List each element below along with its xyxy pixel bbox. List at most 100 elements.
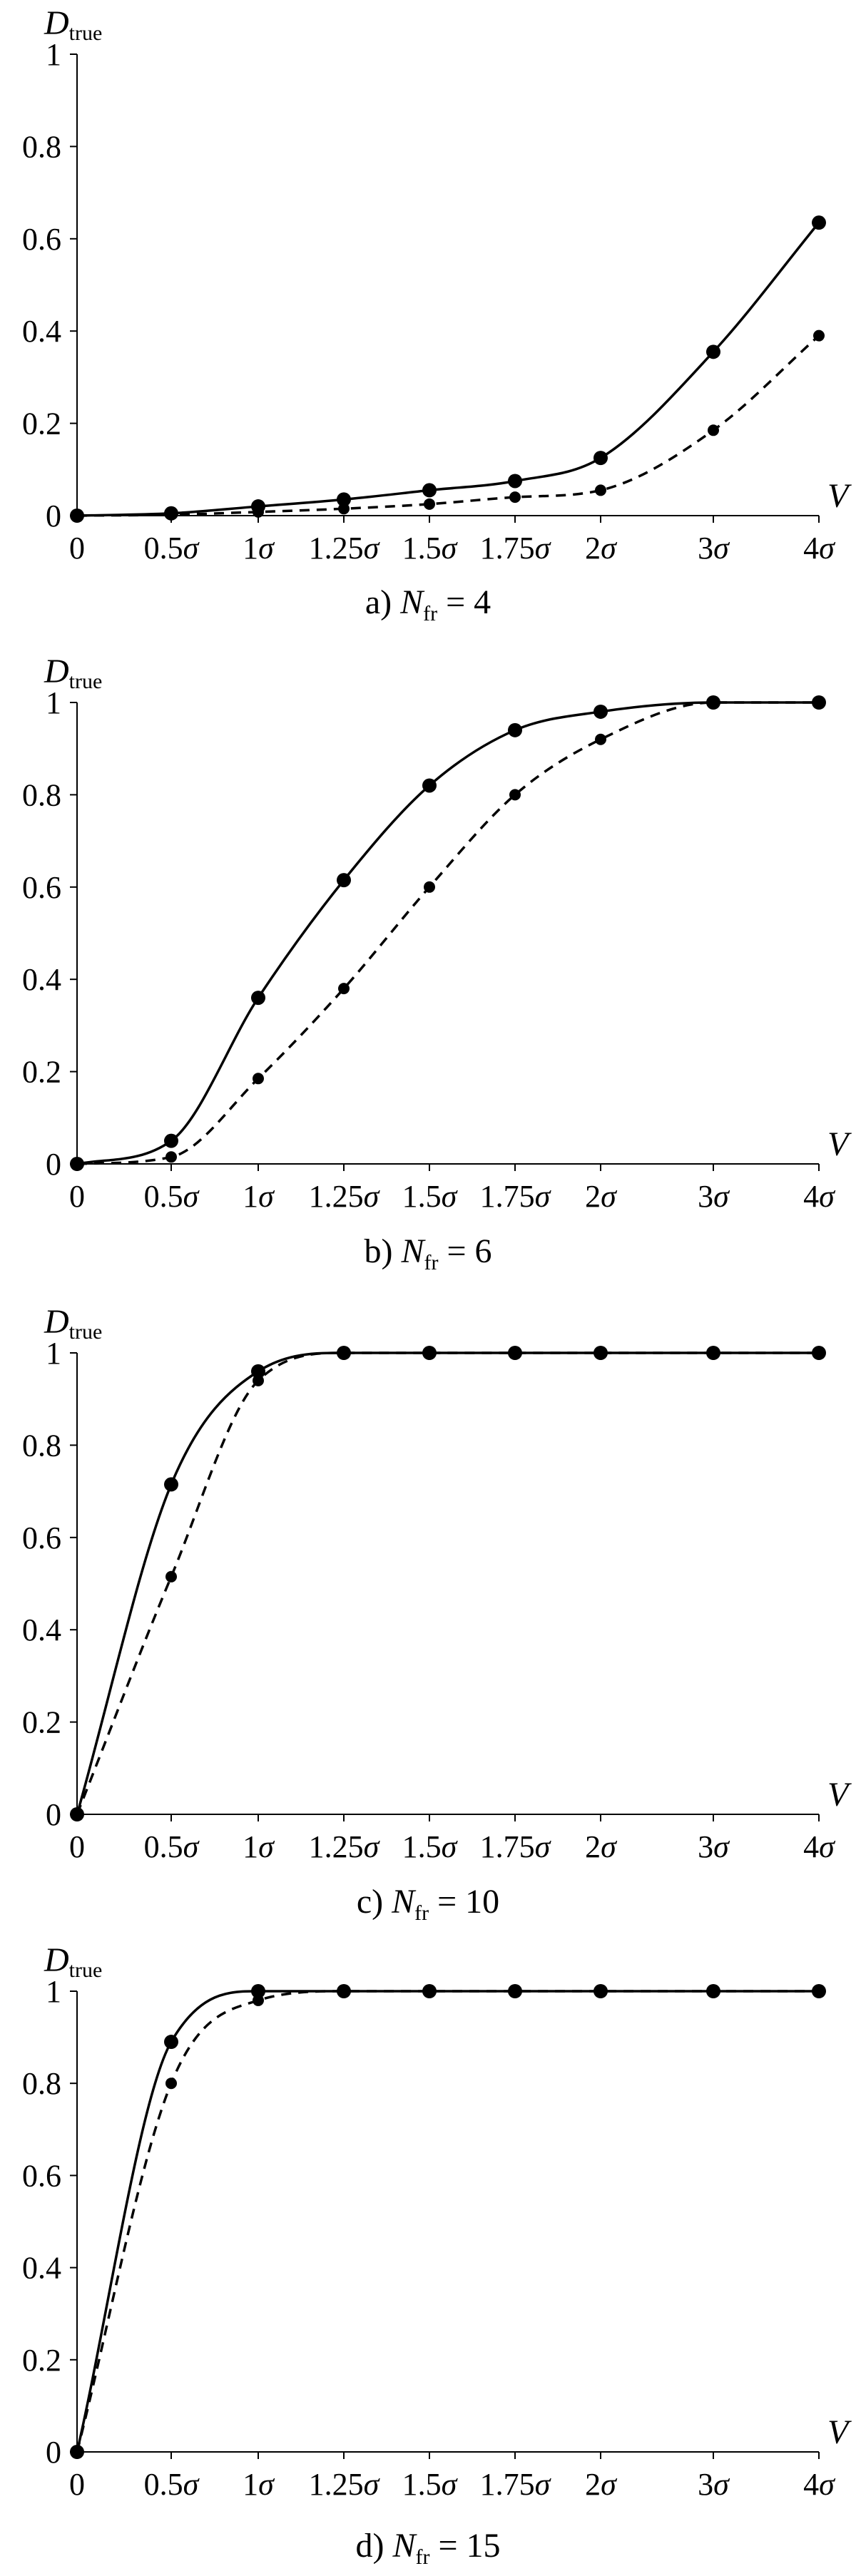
x-tick-label: 4σ (803, 2467, 836, 2502)
y-tick-label: 0.4 (22, 314, 61, 349)
x-tick-label: 1.75σ (480, 531, 552, 566)
x-tick-label: 0 (69, 1829, 85, 1864)
x-tick-label: 1.25σ (309, 1829, 381, 1864)
x-axis-label: V (827, 1125, 852, 1163)
y-tick-label: 0.4 (22, 1612, 61, 1647)
x-tick-label: 1.25σ (309, 1179, 381, 1214)
data-point-dashed (165, 508, 177, 521)
data-point-solid (251, 1364, 265, 1379)
panel-caption: b) Nfr = 6 (364, 1232, 491, 1274)
data-point-dashed (595, 733, 606, 745)
data-point-solid (593, 704, 608, 719)
data-point-dashed (708, 1985, 719, 1997)
data-point-solid (593, 451, 608, 466)
data-point-dashed (708, 424, 719, 436)
x-tick-label: 1σ (243, 1179, 275, 1214)
data-point-solid (422, 778, 437, 793)
data-point-solid (164, 1477, 178, 1492)
data-point-dashed (813, 329, 825, 342)
y-tick-label: 0 (46, 1797, 61, 1832)
data-point-dashed (509, 491, 521, 504)
x-tick-label: 4σ (803, 531, 836, 566)
x-tick-label: 0 (69, 2467, 85, 2502)
data-point-dashed (253, 506, 264, 518)
data-point-dashed (509, 789, 521, 801)
x-axis-label: V (827, 1776, 852, 1814)
data-point-solid (164, 1133, 178, 1148)
y-tick-label: 0.4 (22, 962, 61, 997)
data-point-dashed (71, 510, 83, 521)
data-point-solid (508, 722, 522, 737)
y-tick-label: 0 (46, 499, 61, 533)
x-tick-label: 0.5σ (144, 1829, 200, 1864)
panel-1: 0 0.2 0.4 0.6 0.8 1 0 0.5σ 1σ 1.25σ 1.5σ 1.75σ 2σ 3σ 4… (22, 4, 852, 625)
data-point-dashed (813, 1347, 825, 1359)
series-line-dashed (76, 1990, 819, 2453)
x-tick-label: 1.75σ (480, 2467, 552, 2502)
series-line-solid (76, 222, 820, 517)
y-tick-label: 0 (46, 2435, 61, 2470)
y-tick-label: 0.2 (22, 2343, 61, 2378)
x-tick-label: 1.5σ (402, 1179, 459, 1214)
y-tick-label: 1 (46, 1974, 61, 2009)
y-tick-label: 0.2 (22, 1705, 61, 1740)
data-point-dashed (71, 1809, 83, 1820)
data-point-dashed (424, 1985, 435, 1997)
y-tick-label: 0.4 (22, 2251, 61, 2286)
series-line-solid (76, 1351, 819, 1815)
data-point-solid (251, 991, 265, 1006)
data-point-solid (422, 483, 437, 498)
x-tick-label: 1.5σ (402, 1829, 459, 1864)
y-tick-label: 0.8 (22, 129, 61, 164)
data-point-solid (164, 2035, 178, 2050)
y-tick-label: 0.6 (22, 222, 61, 257)
data-point-dashed (424, 881, 435, 893)
data-point-dashed (71, 2446, 83, 2458)
panel-4: 0 0.2 0.4 0.6 0.8 1 0 0.5σ 1σ 1.25σ 1.5σ 1.75σ 2σ 3σ 4… (22, 1941, 852, 2569)
data-point-dashed (813, 1985, 825, 1997)
data-point-solid (508, 474, 522, 489)
data-point-dashed (253, 1994, 264, 2006)
x-axis-label: V (827, 477, 852, 515)
x-tick-label: 1.5σ (402, 2467, 459, 2502)
x-tick-label: 3σ (698, 1829, 730, 1864)
x-tick-label: 0.5σ (144, 2467, 200, 2502)
y-tick-label: 0.8 (22, 1428, 61, 1463)
data-point-dashed (253, 1374, 264, 1386)
x-tick-label: 4σ (803, 1829, 836, 1864)
data-point-dashed (338, 1347, 350, 1359)
y-axis-label: Dtrue (44, 1941, 102, 1982)
data-point-dashed (424, 1347, 435, 1359)
data-point-solid (337, 873, 351, 888)
data-point-dashed (595, 1347, 606, 1359)
data-point-dashed (509, 1347, 521, 1359)
series-line-dashed (76, 334, 820, 517)
data-point-dashed (338, 983, 350, 995)
x-tick-label: 3σ (698, 531, 730, 566)
data-point-dashed (708, 697, 719, 708)
data-point-dashed (509, 1985, 521, 1997)
x-tick-label: 1.75σ (480, 1829, 552, 1864)
x-tick-label: 2σ (585, 531, 618, 566)
panel-caption: d) Nfr = 15 (355, 2527, 500, 2569)
panel-3: 0 0.2 0.4 0.6 0.8 1 0 0.5σ 1σ 1.25σ 1.5σ 1.75σ 2σ 3σ 4… (22, 1303, 852, 1925)
y-tick-label: 0.2 (22, 407, 61, 441)
y-tick-label: 0.8 (22, 2066, 61, 2101)
panel-caption: a) Nfr = 4 (365, 583, 491, 625)
y-tick-label: 0.8 (22, 777, 61, 812)
x-tick-label: 0.5σ (144, 531, 200, 566)
data-point-dashed (165, 1570, 177, 1583)
x-tick-label: 1.25σ (309, 2467, 381, 2502)
x-tick-label: 2σ (585, 1829, 618, 1864)
data-point-dashed (595, 1985, 606, 1997)
y-tick-label: 1 (46, 1336, 61, 1371)
x-tick-label: 0 (69, 1179, 85, 1214)
x-tick-label: 0.5σ (144, 1179, 200, 1214)
series-line-solid (76, 701, 819, 1165)
data-point-solid (812, 215, 826, 230)
x-tick-label: 1σ (243, 2467, 275, 2502)
series-line-solid (76, 1990, 819, 2453)
x-tick-label: 0 (69, 531, 85, 566)
data-point-dashed (338, 1985, 350, 1997)
x-tick-label: 1.25σ (309, 531, 381, 566)
